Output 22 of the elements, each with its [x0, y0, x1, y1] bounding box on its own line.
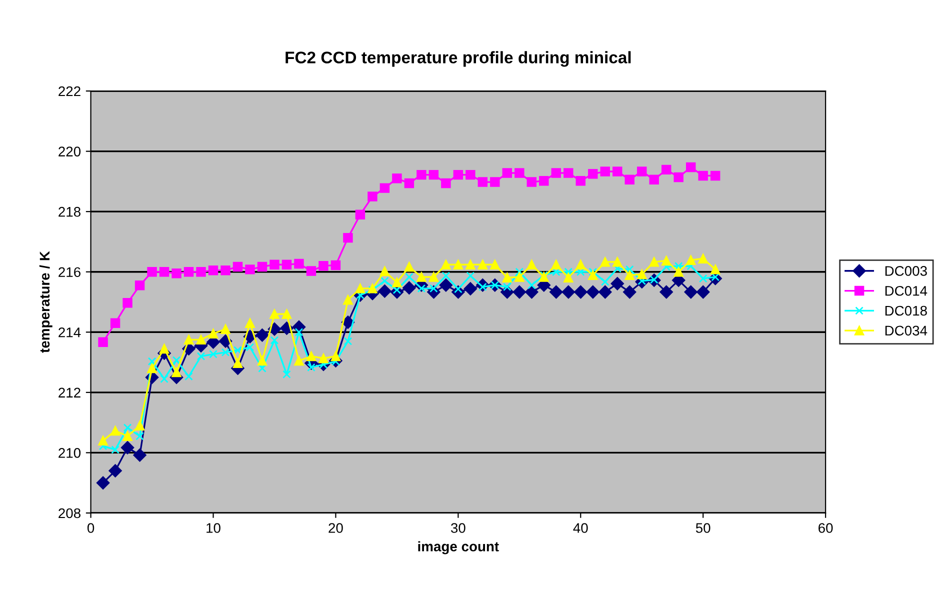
chart-title: FC2 CCD temperature profile during minical — [286, 51, 631, 67]
y-tick-label: 210 — [58, 448, 81, 458]
x-tick-label: 50 — [696, 523, 710, 533]
x-tick-label: 20 — [328, 523, 343, 533]
legend-label: DC014 — [885, 286, 928, 296]
y-tick-label: 214 — [58, 327, 81, 338]
x-tick-label: 60 — [818, 523, 833, 533]
y-tick-label: 216 — [58, 267, 80, 278]
y-tick-label: 222 — [58, 86, 80, 96]
y-tick-label: 208 — [58, 508, 80, 518]
x-axis-title: image count — [418, 541, 499, 554]
x-tick-label: 0 — [87, 523, 94, 533]
y-tick-label: 218 — [58, 206, 80, 217]
x-tick-label: 40 — [573, 523, 588, 533]
x-tick-label: 10 — [206, 523, 220, 533]
legend-label: DC034 — [885, 326, 928, 336]
y-axis-title: temperature / K — [39, 251, 52, 353]
legend-label: DC018 — [885, 306, 927, 316]
x-tick-label: 30 — [450, 523, 466, 533]
y-tick-label: 220 — [58, 146, 81, 156]
legend-label: DC003 — [885, 266, 927, 276]
y-tick-label: 212 — [58, 388, 80, 398]
